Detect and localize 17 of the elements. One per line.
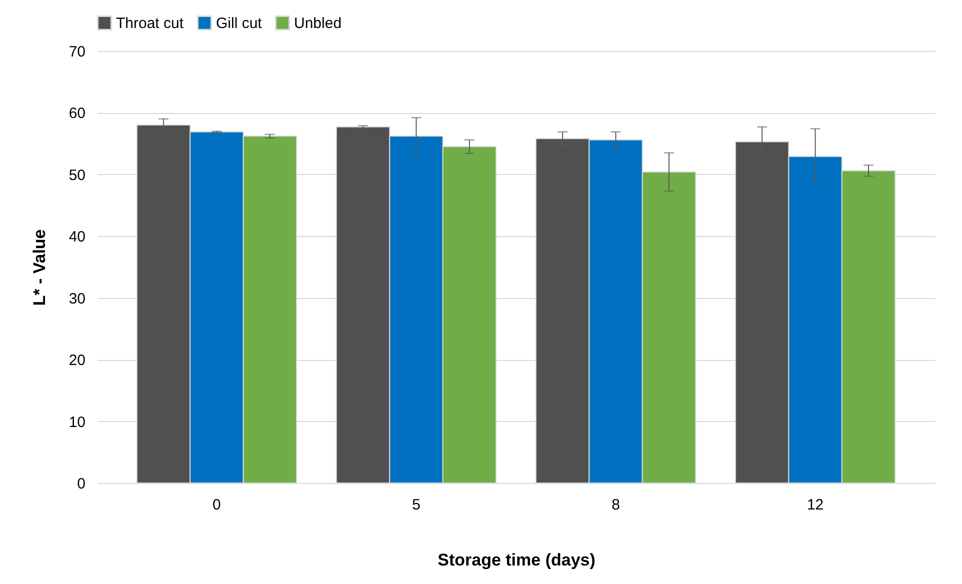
- legend-label: Gill cut: [216, 14, 263, 32]
- y-tick-label: 30: [68, 290, 86, 308]
- y-tick-label: 70: [68, 44, 86, 60]
- y-tick-label: 40: [68, 228, 86, 246]
- x-tick-label: 0: [212, 496, 221, 514]
- y-tick-label: 60: [68, 105, 86, 122]
- legend-label: Unbled: [294, 14, 342, 32]
- legend-label: Throat cut: [116, 14, 184, 32]
- y-tick-label: 0: [77, 476, 86, 492]
- x-tick-label: 8: [612, 496, 620, 514]
- x-tick-label: 12: [806, 496, 824, 514]
- x-tick-label: 5: [412, 496, 420, 514]
- x-axis-title: Storage time (days): [438, 550, 596, 570]
- y-axis-title: L* - Value: [30, 229, 49, 306]
- y-tick-label: 20: [68, 352, 86, 370]
- y-tick-label: 50: [68, 166, 86, 184]
- y-tick-label: 10: [68, 414, 86, 431]
